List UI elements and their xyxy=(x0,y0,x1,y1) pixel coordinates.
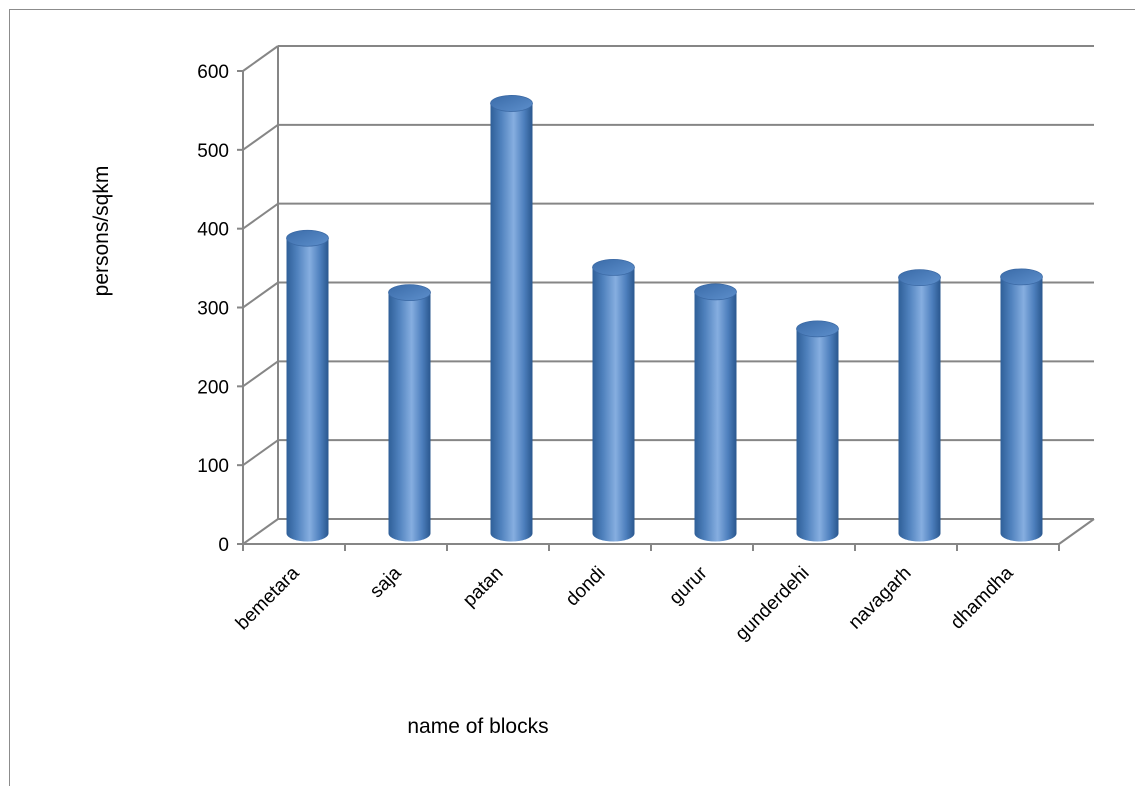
bar-top xyxy=(1000,268,1043,286)
y-tick-label: 600 xyxy=(197,62,229,83)
y-axis-title: persons/sqkm xyxy=(90,166,113,297)
bar-body xyxy=(694,291,737,542)
bar-body xyxy=(1000,276,1043,542)
bar-body xyxy=(796,328,839,542)
gridline-side xyxy=(242,202,279,230)
y-tick-label: 100 xyxy=(197,456,229,477)
x-axis-title: name of blocks xyxy=(407,715,548,738)
bar-patan xyxy=(490,95,533,542)
bar-body xyxy=(388,292,431,542)
bar-body xyxy=(490,103,533,542)
x-tick-label: patan xyxy=(459,563,507,611)
bar-top xyxy=(898,269,941,287)
floor-edge xyxy=(1058,518,1095,545)
gridline-side xyxy=(242,45,279,72)
y-tick-label: 500 xyxy=(197,141,229,162)
gridline-side xyxy=(242,518,279,545)
gridline-side xyxy=(242,124,279,151)
y-tick-label: 200 xyxy=(197,377,229,398)
gridlines xyxy=(242,45,1094,545)
x-tick-label: dondi xyxy=(562,563,610,611)
bar-top xyxy=(592,259,635,276)
gridline-side xyxy=(242,360,279,388)
bar-navagarh xyxy=(898,269,941,542)
x-tick-label: gurur xyxy=(665,562,712,609)
x-tick-label: saja xyxy=(366,562,406,602)
bar-top xyxy=(694,283,737,301)
x-tick-label: navagarh xyxy=(845,563,916,634)
axes xyxy=(237,46,1095,551)
bars xyxy=(286,95,1043,542)
bar-body xyxy=(286,238,329,542)
y-tick-label: 0 xyxy=(218,535,229,556)
bar-body xyxy=(898,277,941,542)
bar-saja xyxy=(388,284,431,542)
bar-dondi xyxy=(592,259,635,542)
bar-bemetara xyxy=(286,229,329,542)
bar-dhamdha xyxy=(1000,268,1043,542)
chart-frame xyxy=(9,9,1135,786)
y-tick-label: 400 xyxy=(197,220,229,241)
x-tick-label: bemetara xyxy=(232,562,304,634)
bar-top xyxy=(286,229,329,247)
bar-gurur xyxy=(694,283,737,542)
bar-top xyxy=(490,95,533,112)
x-tick-label: gunderdehi xyxy=(731,563,813,645)
gridline-side xyxy=(242,281,279,309)
bar-body xyxy=(592,267,635,542)
y-tick-label: 300 xyxy=(197,299,229,320)
bar-gunderdehi xyxy=(796,320,839,542)
x-tick-label: dhamdha xyxy=(947,562,1018,633)
bar-top xyxy=(388,284,431,302)
bar-top xyxy=(796,320,839,338)
gridline-side xyxy=(242,439,279,466)
